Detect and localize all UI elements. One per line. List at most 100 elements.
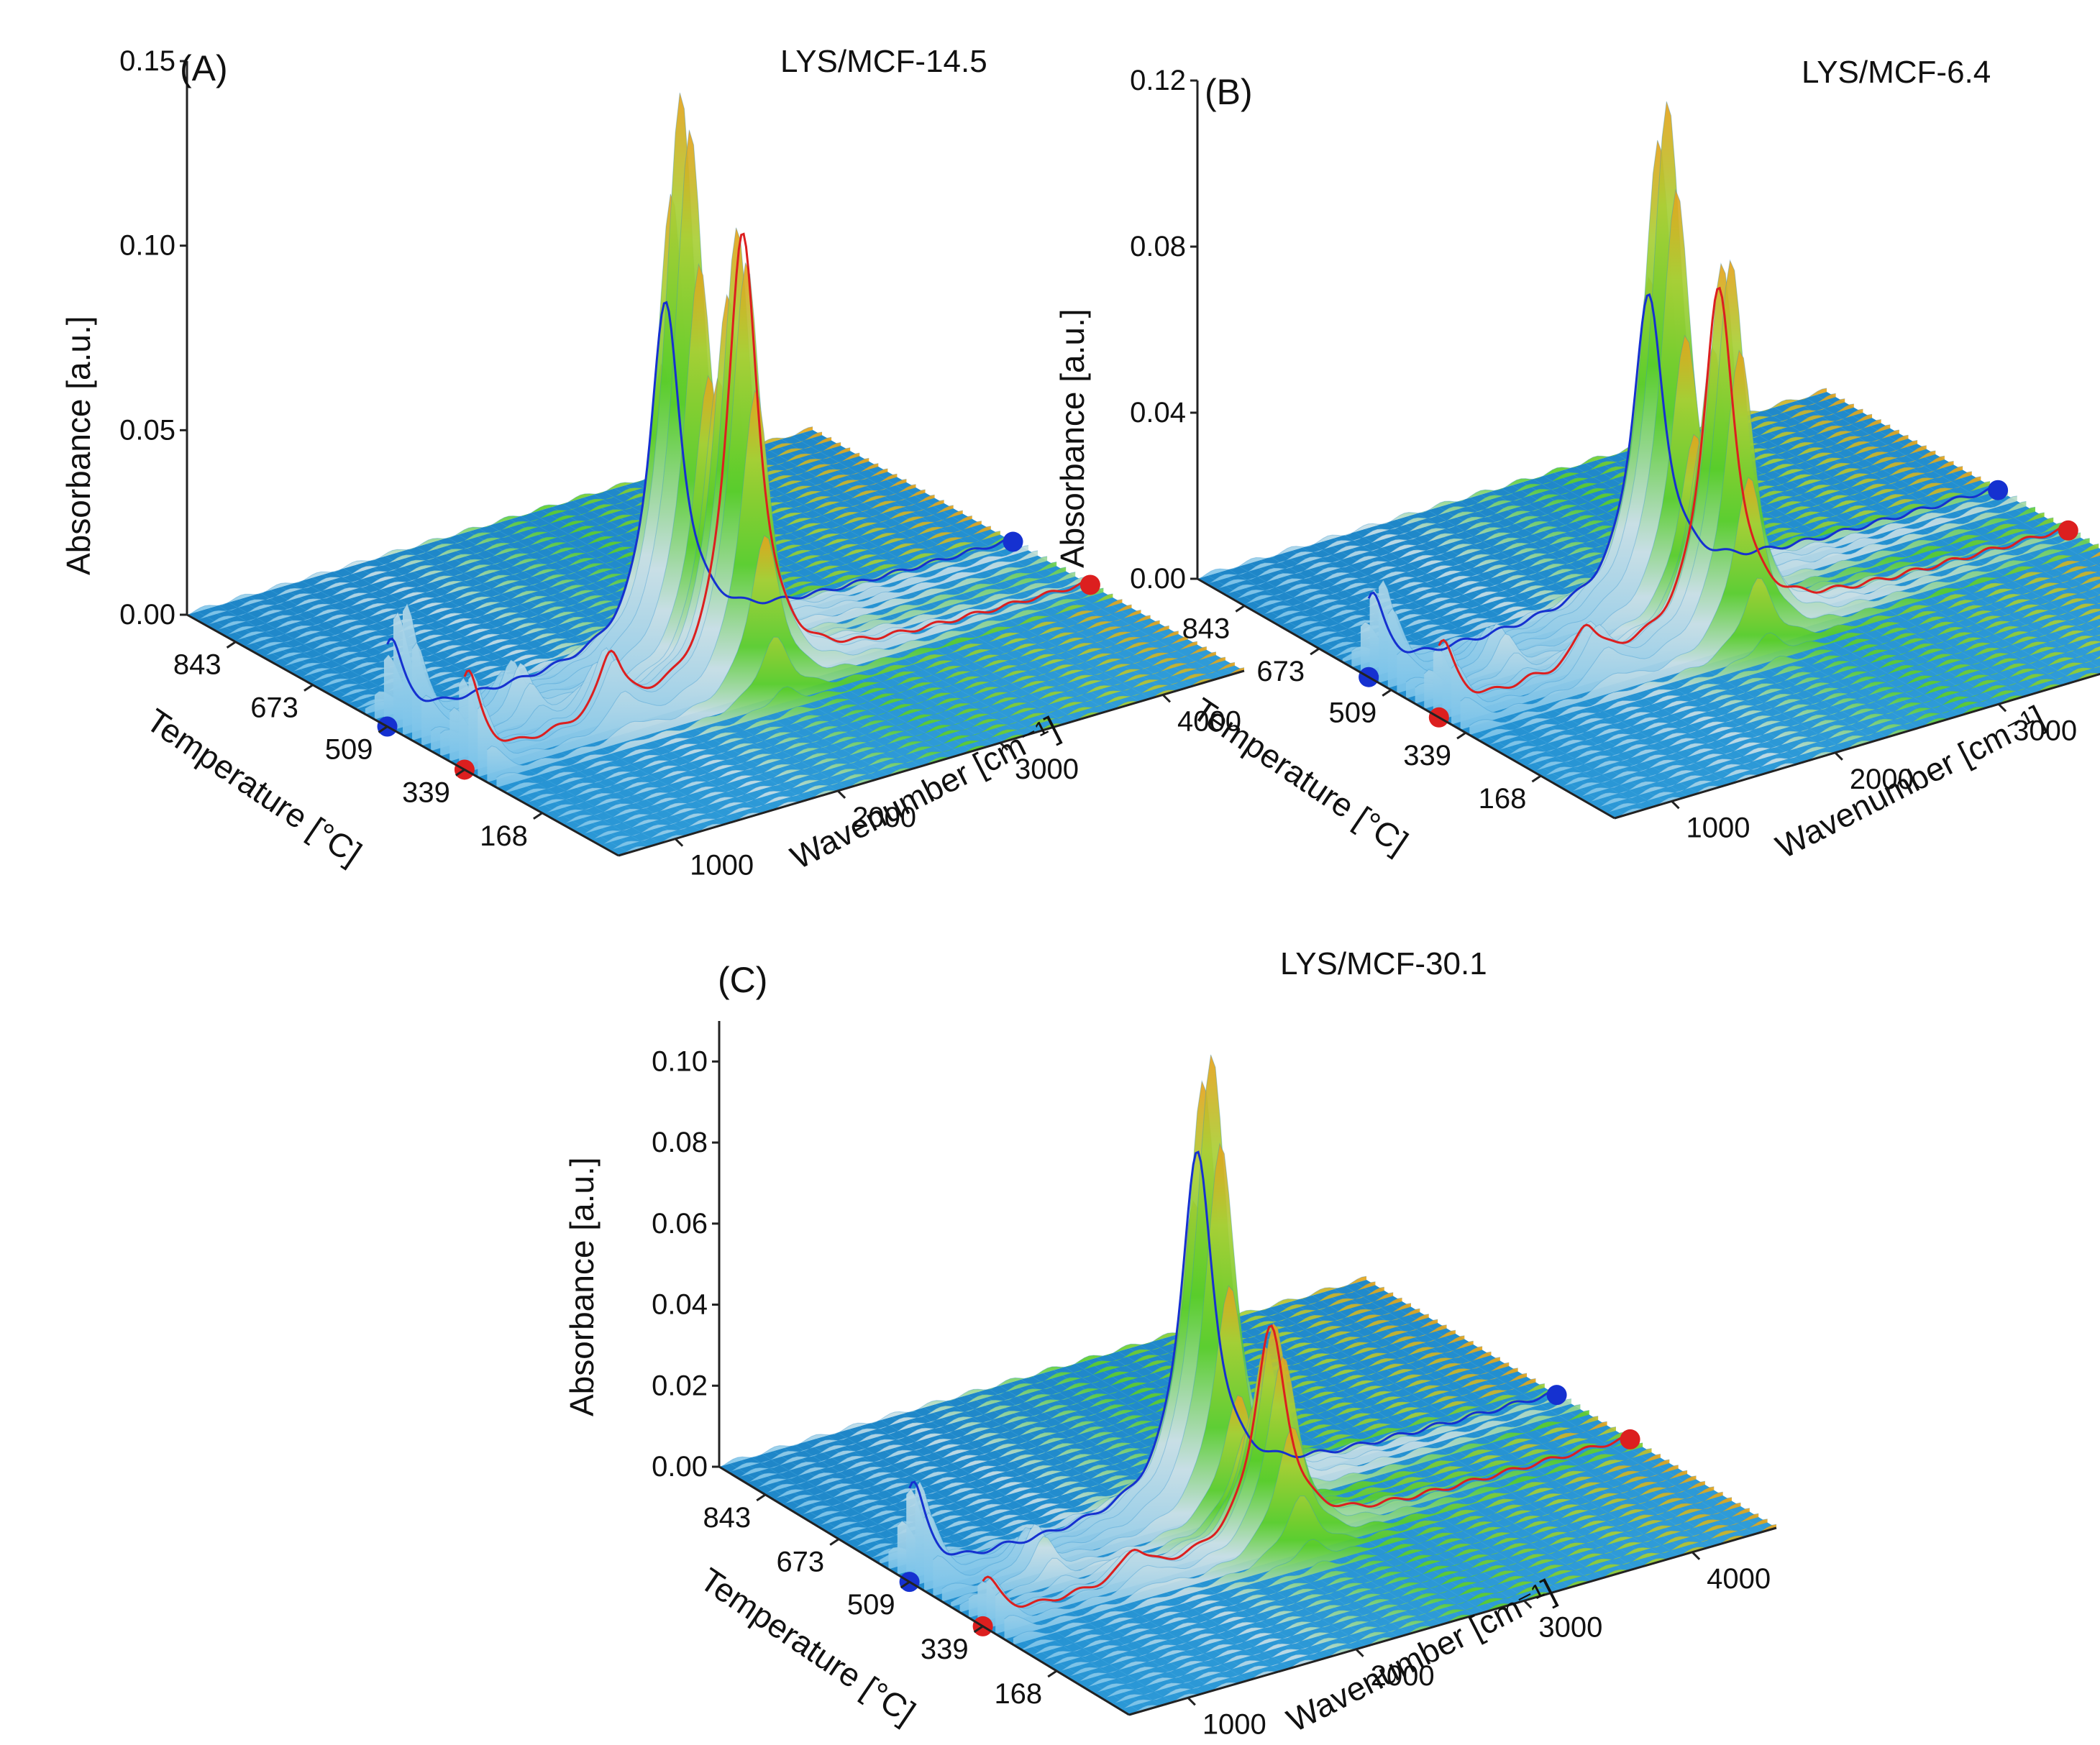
panel-c-temperature-tick-label: 843 <box>703 1502 751 1534</box>
panel-c-spectrum-slice <box>1120 1519 1768 1710</box>
panel-b-spectrum-slice <box>1515 583 2100 762</box>
panel-a-spectrum-slice <box>487 535 1113 783</box>
panel-c-temperature-tick-mark <box>756 1493 767 1502</box>
panel-a-wavenumber-tick-label: 3000 <box>1015 754 1079 785</box>
panel-c-spectrum-line <box>995 1355 1643 1616</box>
panel-b-spectrum-slice <box>1560 625 2100 788</box>
panel-c-wavenumber-tick-mark <box>1187 1697 1196 1706</box>
panel-a-surface <box>186 92 1245 857</box>
panel-a-spectrum-slice <box>571 641 1197 830</box>
panel-c-temperature-tick-mark <box>900 1580 910 1589</box>
panel-b-temperature-tick-mark <box>1531 774 1542 783</box>
panel-a: 0.00 0.05 0.10 0.15 843 673 509 339 168 1000 2000 3… <box>60 44 1245 881</box>
panel-b-spectrum-line <box>1587 646 2100 804</box>
panel-c-spectrum-slice <box>808 1330 1456 1521</box>
panel-b-temperature-tick-mark <box>1310 647 1320 656</box>
panel-c-spectrum-slice <box>1049 1475 1697 1667</box>
panel-a-temperature-axis-line <box>186 613 619 857</box>
panel-c-spectrum-line <box>772 1308 1420 1501</box>
panel-a-spectrum-line <box>543 625 1169 815</box>
panel-b-spectrum-slice <box>1387 101 2017 689</box>
panel-b-spectrum-line <box>1605 666 2100 815</box>
panel-a-spectrum-slice <box>543 626 1169 815</box>
panel-a-temperature-tick-label: 509 <box>325 734 373 766</box>
panel-c-axes: 0.00 0.02 0.04 0.06 0.08 0.10 843 673 509 339 168 1… <box>652 1021 1777 1740</box>
panel-b-spectrum-line <box>1469 477 2099 726</box>
panel-b-z-tick-label: 0.04 <box>1130 397 1186 429</box>
panel-a-spectrum-line <box>477 389 1104 754</box>
panel-c-wavenumber-tick-label: 1000 <box>1202 1708 1266 1740</box>
panel-c-temperature-axis-title: Temperature [°C] <box>693 1560 922 1731</box>
panel-c-label: (C) <box>718 960 767 1000</box>
panel-a-spectrum-slice <box>309 495 935 684</box>
panel-b-spectrum-line <box>1596 655 2100 809</box>
panel-c-wavenumber-axis-line <box>1128 1526 1777 1716</box>
panel-a-spectrum-slice <box>506 605 1132 793</box>
panel-a-spectrum-slice <box>534 620 1160 810</box>
panel-c-spectrum-line <box>826 1340 1474 1533</box>
panel-c-spectrum-slice <box>1040 1470 1688 1662</box>
panel-a-spectrum-line <box>580 646 1207 836</box>
panel-c-wavenumber-tick-label: 4000 <box>1707 1563 1771 1595</box>
panel-c-spectrum-line <box>1031 1465 1679 1657</box>
panel-c-spectrum-slice <box>826 1341 1474 1532</box>
panel-a-spectrum-line <box>562 636 1188 825</box>
panel-c-wavenumber-tick-mark <box>1355 1648 1364 1657</box>
panel-c-floor-ridge <box>1279 1304 1691 1554</box>
panel-c-floor-ridge <box>1182 1332 1594 1582</box>
panel-a-temperature-axis-title: Temperature [°C] <box>140 701 368 872</box>
panel-a-spectrum-slice <box>608 662 1235 851</box>
panel-b-z-tick-label: 0.08 <box>1130 231 1186 262</box>
panel-b-spectrum-slice <box>1578 641 2100 799</box>
panel-b-title: LYS/MCF-6.4 <box>1802 55 1991 90</box>
panel-b-blue-trace <box>1367 293 1999 654</box>
panel-b-spectrum-line <box>1496 571 2100 752</box>
panel-b-temperature-tick-label: 339 <box>1403 740 1451 771</box>
panel-c-floor-ridge <box>1312 1295 1723 1544</box>
panel-c-spectrum-line <box>754 1297 1402 1490</box>
panel-b-spectrum-line <box>1233 408 1863 601</box>
panel-a-spectrum-slice <box>562 636 1188 825</box>
panel-b-temperature-tick-label: 168 <box>1479 783 1527 815</box>
panel-a-spectrum-line <box>271 473 898 663</box>
panel-a-temperature-tick-mark <box>533 812 543 820</box>
panel-b-spectrum-line <box>1560 624 2100 789</box>
panel-b-spectrum-line <box>1515 582 2100 762</box>
panel-c-spectrum-line <box>1057 1480 1705 1673</box>
panel-a-wavenumber-tick-mark <box>837 789 846 799</box>
panel-b-spectrum-line <box>1269 429 1899 622</box>
panel-b-z-tick-label: 0.00 <box>1130 563 1186 595</box>
panel-c-spectrum-slice <box>1022 1459 1670 1650</box>
panel-a-spectrum-line <box>262 468 888 658</box>
panel-c-spectrum-slice <box>1085 1497 1732 1689</box>
panel-b-spectrum-slice <box>1523 594 2100 767</box>
panel-b-spectrum-line <box>1251 418 1881 611</box>
panel-c-z-tick-label: 0.00 <box>652 1451 708 1483</box>
panel-a-red-marker-end <box>1079 574 1100 595</box>
panel-c-title: LYS/MCF-30.1 <box>1280 946 1487 981</box>
panel-b-spectrum-line <box>1569 635 2100 794</box>
panel-b-spectrum-line <box>1242 413 1873 606</box>
panel-a-spectrum-slice <box>496 599 1123 788</box>
panel-b-temperature-tick-label: 673 <box>1256 656 1305 687</box>
panel-a-spectrum-line <box>280 478 907 669</box>
panel-a-z-axis-title: Absorbance [a.u.] <box>60 316 97 575</box>
panel-b-wavenumber-tick-mark <box>1998 703 2007 713</box>
panel-a-temperature-tick-mark <box>226 641 237 649</box>
panel-c-spectrum-line <box>1084 1497 1732 1689</box>
panel-c-spectrum-slice <box>817 1335 1465 1527</box>
panel-b-spectrum-slice <box>1569 634 2100 793</box>
panel-c-spectrum-slice <box>1102 1508 1750 1700</box>
panel-b-red-marker-end <box>2058 520 2078 541</box>
panel-a-title: LYS/MCF-14.5 <box>780 44 987 79</box>
panel-a-wavenumber-tick-label: 2000 <box>852 802 916 833</box>
panel-c-blue-trace <box>908 1150 1557 1556</box>
panel-b-red-trace <box>1438 286 2068 694</box>
panel-b-wavenumber-axis-line <box>1614 672 2100 820</box>
panel-a-spectrum-slice <box>524 615 1151 805</box>
panel-a-wavenumber-tick-label: 1000 <box>690 850 754 881</box>
panel-a-spectrum-line <box>552 631 1179 820</box>
panel-c-spectrum-slice <box>1013 1454 1661 1645</box>
panel-a-wavenumber-tick-mark <box>1161 694 1172 703</box>
panel-c-spectrum-slice <box>1031 1465 1679 1657</box>
